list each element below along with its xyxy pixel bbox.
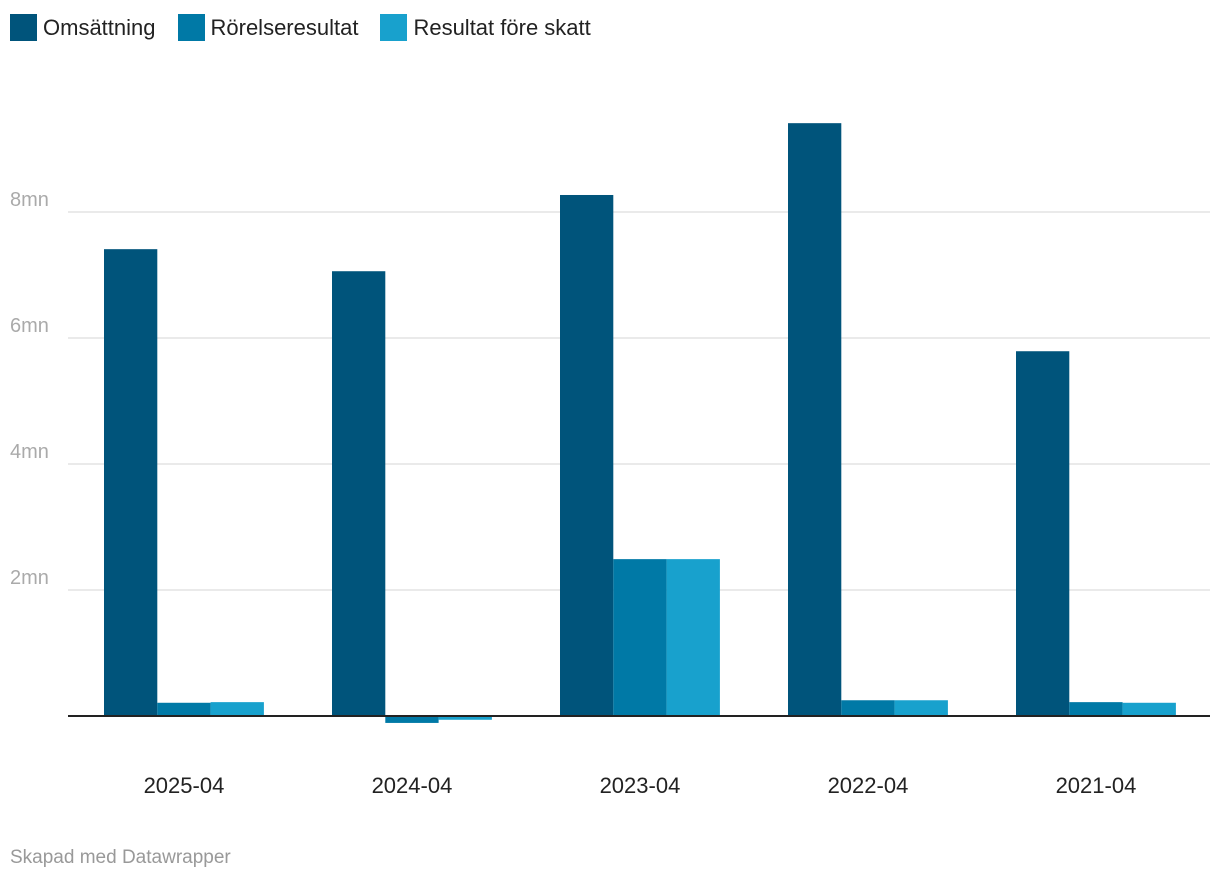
y-tick-label: 4mn — [10, 441, 49, 463]
bar-r-relseresultat — [841, 700, 895, 716]
legend-label: Rörelseresultat — [210, 14, 359, 40]
legend-label: Resultat före skatt — [413, 14, 591, 40]
legend: Omsättning Rörelseresultat Resultat före s… — [10, 14, 613, 41]
y-tick-label: 8mn — [10, 189, 49, 211]
bar-r-relseresultat — [385, 716, 439, 723]
legend-swatch — [177, 14, 205, 41]
bar-r-relseresultat — [613, 559, 667, 716]
bar-oms-ttning — [788, 123, 842, 717]
legend-item: Resultat före skatt — [380, 14, 591, 41]
bar-oms-ttning — [560, 194, 614, 717]
y-tick-label: 6mn — [10, 315, 49, 337]
bar-resultat-f-re-skatt — [894, 700, 948, 716]
legend-label: Omsättning — [43, 14, 156, 40]
x-tick-label: 2021-04 — [1056, 773, 1137, 798]
footer-credit: Skapad med Datawrapper — [10, 847, 231, 868]
bar-oms-ttning — [332, 271, 386, 716]
legend-item: Rörelseresultat — [177, 14, 359, 41]
bar-resultat-f-re-skatt — [210, 702, 264, 716]
legend-item: Omsättning — [10, 14, 156, 41]
x-tick-label: 2022-04 — [828, 773, 909, 798]
bar-r-relseresultat — [1069, 702, 1123, 716]
bar-resultat-f-re-skatt — [1122, 702, 1176, 716]
bar-resultat-f-re-skatt — [438, 716, 492, 720]
bar-resultat-f-re-skatt — [666, 559, 720, 716]
bar-r-relseresultat — [157, 702, 211, 716]
bar-oms-ttning — [104, 249, 158, 717]
x-tick-label: 2025-04 — [144, 773, 225, 798]
bar-oms-ttning — [1016, 351, 1070, 716]
legend-swatch — [380, 14, 408, 41]
x-tick-label: 2024-04 — [372, 773, 453, 798]
legend-swatch — [10, 14, 37, 41]
y-tick-label: 2mn — [10, 567, 49, 589]
x-tick-label: 2023-04 — [600, 773, 681, 798]
